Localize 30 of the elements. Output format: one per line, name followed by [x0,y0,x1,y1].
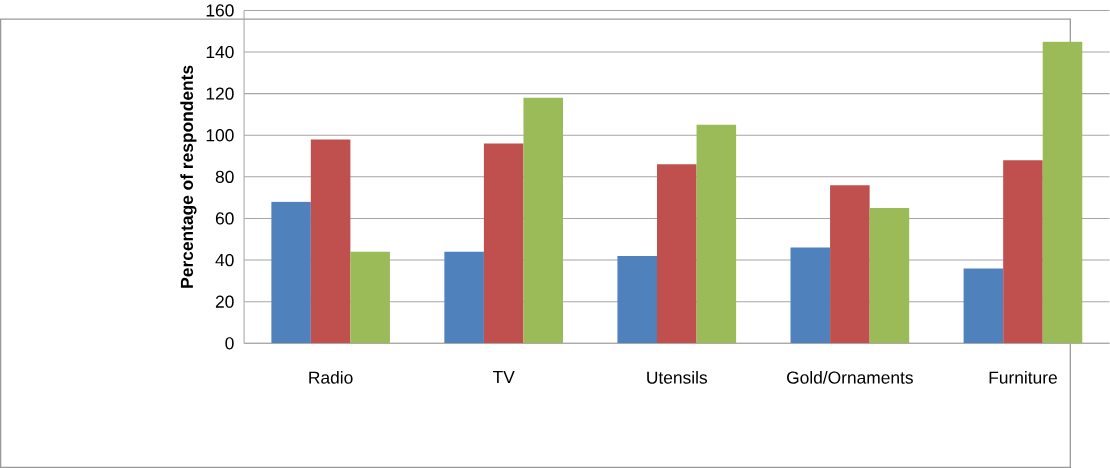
y-tick-label: 60 [215,212,234,225]
x-tick-label: Utensils [647,370,708,384]
x-tick-label: TV [492,370,515,383]
bar [310,139,351,344]
bar [271,201,311,344]
y-tick-label: 120 [206,87,234,100]
y-tick-label: 80 [215,170,234,183]
bar [656,164,697,344]
bar [523,97,564,344]
bar [830,185,870,344]
bar [869,208,910,344]
y-axis-title: Percentage of respondents [180,65,197,288]
y-tick-label: 160 [206,4,234,17]
bar [696,124,737,344]
x-tick-label: Gold/Ornaments [787,370,913,384]
bar [444,251,484,344]
y-tick-label: 140 [206,45,234,59]
y-tick-label: 100 [206,129,234,142]
bar [483,143,524,344]
bar [963,268,1004,344]
x-tick-label: Furniture [989,370,1057,384]
bar [617,255,657,344]
bar [1042,41,1083,344]
bar [350,251,390,344]
x-tick-label: Radio [309,370,353,384]
bar [790,247,831,344]
y-tick-label: 40 [215,253,234,267]
bar [1003,160,1043,344]
y-tick-label: 0 [225,337,234,350]
y-tick-label: 20 [215,295,234,308]
